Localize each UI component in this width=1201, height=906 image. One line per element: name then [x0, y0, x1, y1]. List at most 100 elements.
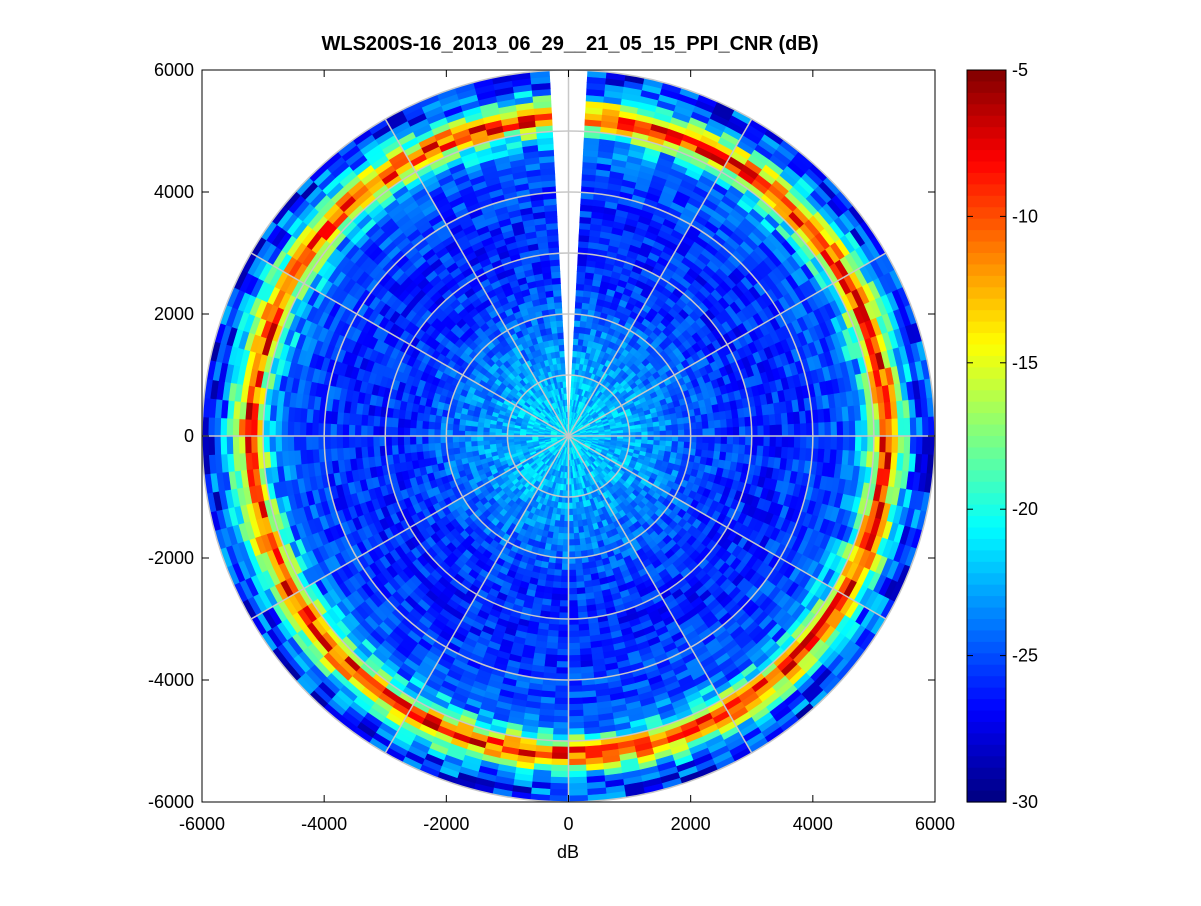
cnr-cell — [410, 444, 417, 453]
cnr-cell — [739, 427, 745, 436]
cnr-cell — [392, 445, 399, 455]
cnr-cell — [555, 302, 562, 309]
cnr-cell — [557, 539, 563, 546]
cnr-cell — [677, 418, 684, 425]
cnr-cell — [553, 290, 561, 297]
cnr-cell — [573, 339, 578, 346]
cnr-cell — [666, 441, 673, 447]
cnr-cell — [558, 625, 568, 631]
cnr-cell — [733, 445, 740, 454]
cnr-cell — [367, 426, 373, 437]
cnr-cell — [569, 625, 579, 631]
cnr-cell — [569, 546, 575, 552]
cnr-cell — [721, 428, 727, 436]
cnr-cell — [367, 436, 373, 447]
cnr-cell — [708, 421, 715, 429]
cnr-cell — [569, 570, 576, 576]
cnr-cell — [563, 387, 566, 393]
cnr-cell — [672, 436, 678, 442]
cnr-cell — [471, 441, 478, 446]
cnr-cell — [794, 424, 800, 436]
cnr-cell — [562, 546, 568, 552]
cnr-cell — [562, 375, 566, 381]
cnr-cell — [678, 430, 684, 436]
cnr-cell — [559, 613, 569, 619]
cnr-cell — [660, 441, 667, 446]
cnr-cell — [562, 552, 568, 558]
cnr-cell — [806, 423, 812, 436]
cnr-cell — [660, 431, 666, 436]
cnr-cell — [572, 503, 576, 509]
cnr-cell — [776, 436, 782, 447]
cnr-cell — [547, 630, 558, 637]
cnr-cell — [715, 428, 721, 436]
cnr-cell — [794, 436, 800, 448]
cnr-cell — [579, 235, 590, 242]
cnr-cell — [440, 436, 446, 443]
cnr-cell — [569, 668, 582, 674]
cnr-cell — [703, 429, 709, 436]
cnr-cell — [563, 381, 566, 387]
cnr-cell — [569, 607, 578, 613]
cnr-cell — [720, 444, 727, 453]
cnr-cell — [697, 429, 703, 436]
cnr-cell — [459, 430, 465, 436]
cnr-cell — [770, 436, 776, 447]
cnr-cell — [452, 430, 458, 436]
cnr-cell — [565, 400, 567, 406]
cnr-cell — [565, 406, 567, 412]
cnr-cell — [398, 427, 404, 436]
cnr-cell — [788, 424, 794, 436]
cnr-cell — [453, 424, 460, 430]
cnr-cell — [726, 419, 733, 428]
cnr-cell — [373, 426, 379, 436]
cnr-cell — [764, 436, 770, 447]
cnr-cell — [577, 588, 586, 595]
cnr-cell — [547, 229, 558, 236]
cnr-cell — [553, 576, 561, 583]
cnr-cell — [489, 440, 495, 445]
cnr-cell — [459, 447, 466, 453]
cnr-cell — [776, 425, 782, 436]
cnr-cell — [576, 576, 584, 583]
cnr-cell — [557, 643, 568, 649]
cnr-cell — [434, 436, 440, 443]
cnr-cell — [788, 436, 794, 448]
cnr-cell — [563, 527, 568, 533]
cnr-cell — [577, 594, 586, 601]
cnr-cell — [666, 425, 673, 431]
cnr-cell — [330, 436, 336, 449]
cnr-cell — [579, 538, 585, 545]
cnr-cell — [459, 436, 465, 442]
cnr-cell — [561, 576, 569, 582]
cnr-cell — [416, 428, 422, 436]
cnr-cell — [576, 290, 584, 297]
cnr-cell — [782, 425, 788, 437]
cnr-cell — [654, 426, 661, 431]
cnr-cell — [367, 446, 374, 457]
cnr-cell — [672, 441, 679, 447]
cnr-cell — [391, 436, 397, 445]
cnr-cell — [825, 436, 832, 450]
cnr-cell — [576, 296, 584, 303]
cnr-cell — [428, 443, 435, 451]
cnr-cell — [708, 443, 715, 451]
cnr-cell — [551, 265, 560, 272]
cnr-cell — [569, 527, 574, 533]
cnr-cell — [569, 552, 575, 558]
cnr-cell — [410, 436, 416, 444]
cnr-cell — [577, 272, 586, 279]
cnr-cell — [560, 351, 565, 357]
cnr-cell — [576, 570, 584, 577]
cnr-cell — [556, 661, 568, 667]
cnr-cell — [691, 436, 697, 443]
cnr-cell — [557, 649, 569, 655]
cnr-cell — [720, 419, 727, 428]
cnr-cell — [459, 441, 466, 447]
cnr-cell — [574, 320, 580, 327]
cnr-cell — [453, 442, 460, 448]
cnr-cell — [343, 424, 349, 436]
cnr-cell — [428, 436, 434, 443]
cnr-cell — [422, 443, 429, 451]
cnr-cell — [404, 444, 411, 453]
